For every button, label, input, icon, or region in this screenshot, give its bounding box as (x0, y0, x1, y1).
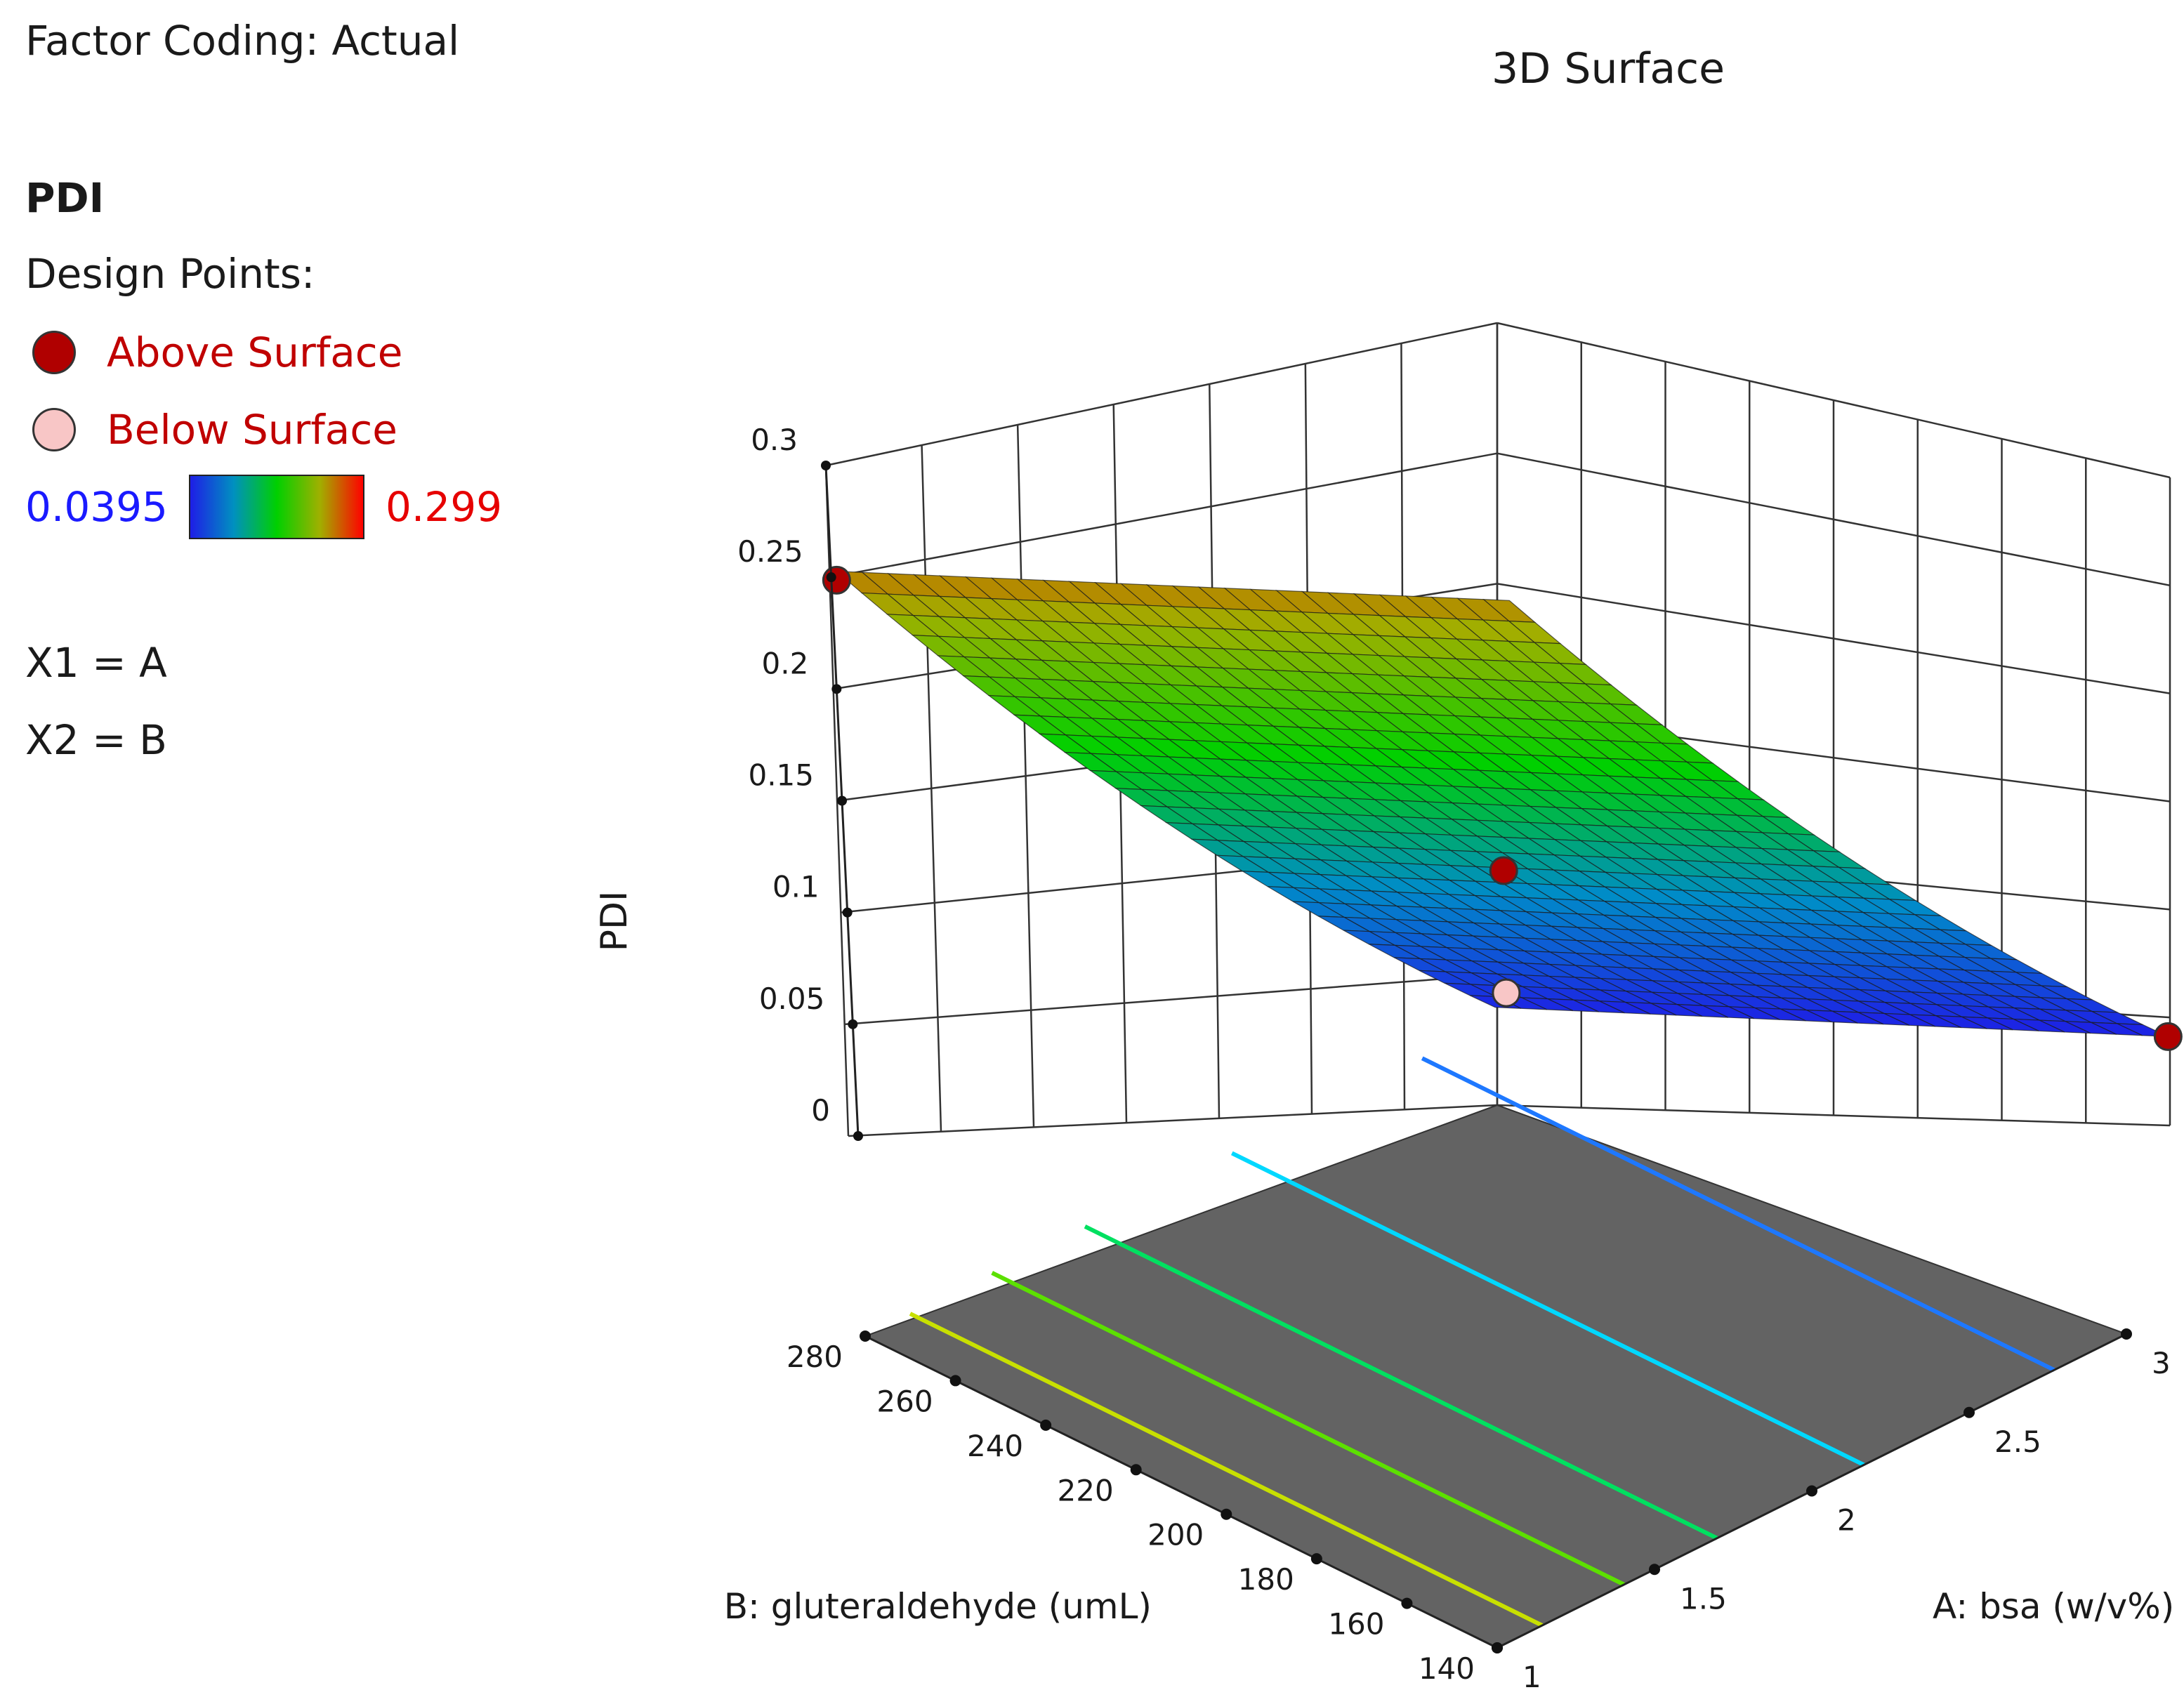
chart-title: 3D Surface (1492, 44, 1725, 93)
legend-item-below: Below Surface (25, 402, 397, 458)
design-points (822, 565, 2183, 1051)
z-tick (826, 572, 836, 583)
z-gridline-left (825, 322, 1498, 467)
color-scale-bar (188, 475, 364, 539)
b-tick-label: 200 (1147, 1518, 1204, 1552)
above-surface-label: Above Surface (107, 329, 403, 376)
b-wall-gridline (1016, 424, 1035, 1128)
contour-line (991, 1271, 1625, 1587)
response-surface (835, 570, 2169, 1037)
response-name: PDI (25, 174, 105, 222)
z-tick (853, 1131, 863, 1141)
b-tick-label: 240 (967, 1429, 1023, 1463)
design-point-above (1489, 856, 1518, 885)
color-scale-max: 0.299 (385, 483, 502, 531)
z-gridline-left (829, 452, 1498, 579)
a-tick-label: 2 (1837, 1503, 1856, 1538)
contour-line (1084, 1224, 1718, 1540)
b-tick-label: 160 (1328, 1607, 1384, 1642)
a-tick (2121, 1328, 2132, 1340)
a-tick-label: 2.5 (1994, 1425, 2041, 1459)
factor-x1-mapping: X1 = A (25, 639, 167, 687)
z-tick (821, 461, 831, 470)
z-tick-label: 0.05 (759, 982, 825, 1016)
legend-item-above: Above Surface (25, 324, 402, 381)
b-tick (1040, 1419, 1052, 1431)
z-tick (842, 907, 853, 918)
color-scale: 0.0395 0.299 (25, 472, 502, 542)
b-tick (860, 1330, 871, 1342)
design-points-title: Design Points: (25, 250, 315, 298)
b-wall-gridline (921, 444, 942, 1132)
a-tick-label: 3 (2152, 1346, 2171, 1380)
design-point-above (2153, 1022, 2183, 1051)
z-axis-label: PDI (593, 891, 636, 952)
b-tick-label: 220 (1058, 1473, 1114, 1507)
design-point-above (822, 565, 851, 595)
design-point-below (1492, 978, 1521, 1008)
a-axis-label: A: bsa (w/v%) (1933, 1586, 2174, 1627)
b-tick (1401, 1597, 1413, 1609)
z-tick-label: 0.25 (737, 534, 803, 569)
b-tick (1310, 1553, 1322, 1565)
chart-floor (863, 1056, 2129, 1649)
z-tick (837, 795, 847, 806)
z-gridline-left (844, 974, 1498, 1026)
b-axis-label: B: gluteraldehyde (umL) (724, 1586, 1152, 1627)
contour-floor (863, 1104, 2129, 1649)
z-tick-label: 0.15 (748, 758, 814, 793)
b-axis-line (864, 1335, 1498, 1649)
a-tick (1492, 1642, 1503, 1653)
b-tick-label: 280 (787, 1340, 843, 1374)
a-tick-label: 1 (1522, 1660, 1541, 1694)
z-tick-label: 0 (811, 1093, 830, 1128)
z-tick (831, 684, 842, 694)
factor-x2-mapping: X2 = B (25, 716, 167, 764)
color-scale-min: 0.0395 (25, 483, 168, 531)
b-tick (1221, 1508, 1232, 1520)
a-tick (1963, 1406, 1975, 1418)
above-surface-marker-icon (32, 331, 76, 374)
b-tick-label: 180 (1238, 1562, 1294, 1597)
z-tick-label: 0.3 (751, 423, 798, 457)
a-tick-label: 1.5 (1680, 1581, 1727, 1616)
b-tick-label: 140 (1419, 1651, 1475, 1686)
chart-axes: 0 0.05 0.1 0.15 0.2 0.25 0.3 140 160 180 200 220 240… (737, 423, 2171, 1694)
z-gridline-left (848, 1104, 1498, 1137)
contour-line (909, 1312, 1544, 1627)
b-tick-label: 260 (876, 1384, 933, 1418)
b-tick (949, 1375, 961, 1387)
contour-line (1421, 1056, 2055, 1372)
z-tick-label: 0.1 (772, 870, 820, 904)
z-tick-label: 0.2 (762, 646, 809, 680)
factor-coding-label: Factor Coding: Actual (25, 17, 460, 65)
z-tick (848, 1019, 858, 1029)
b-tick (1130, 1464, 1142, 1476)
a-tick (1806, 1485, 1817, 1497)
below-surface-label: Below Surface (107, 406, 397, 454)
a-tick (1649, 1564, 1660, 1576)
contour-line (1230, 1151, 1865, 1467)
below-surface-marker-icon (32, 408, 76, 451)
